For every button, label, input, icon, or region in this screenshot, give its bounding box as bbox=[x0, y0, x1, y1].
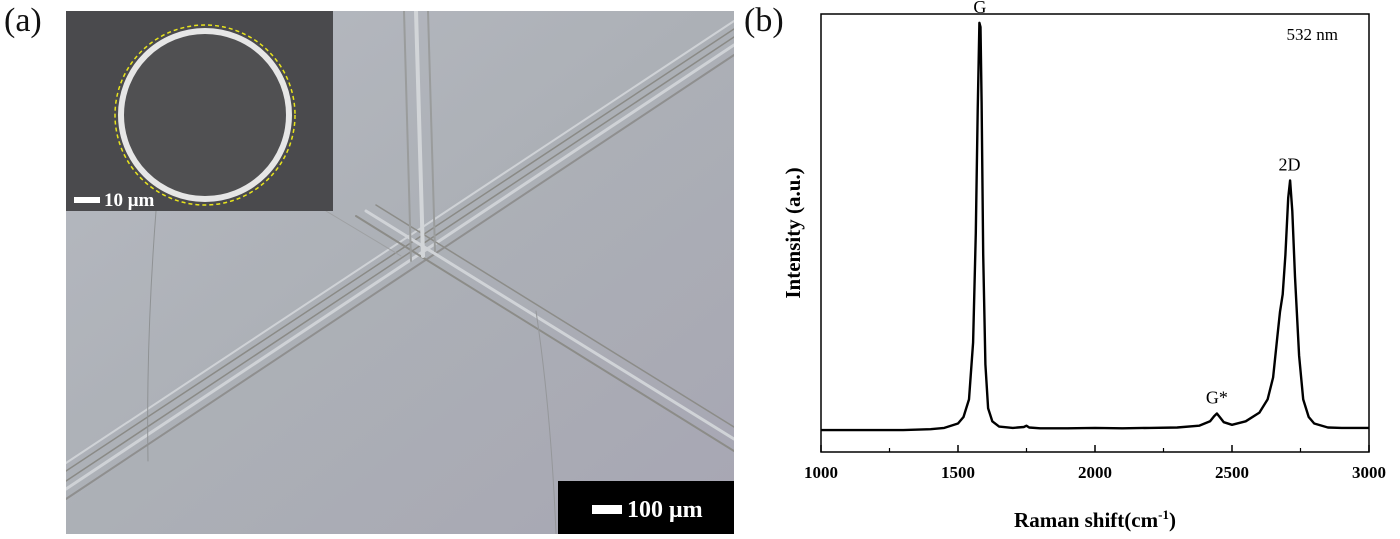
x-axis-label: Raman shift(cm-1) bbox=[1014, 507, 1176, 532]
peak-label-gstar: G* bbox=[1206, 387, 1228, 407]
series-line-raman bbox=[821, 21, 1369, 432]
x-tick-label-1000: 1000 bbox=[804, 463, 838, 482]
y-axis-label: Intensity (a.u.) bbox=[781, 167, 805, 298]
micrograph-image: 10 μm 100 μm bbox=[66, 11, 734, 534]
x-tick-labels: 1000 1500 2000 2500 3000 bbox=[804, 463, 1386, 482]
inset-scale-bar-label: 10 μm bbox=[104, 190, 155, 211]
inset-fiber-circle bbox=[118, 28, 292, 202]
peak-label-2d: 2D bbox=[1279, 154, 1301, 174]
inset-highlight-circle bbox=[114, 24, 296, 206]
x-tick-label-3000: 3000 bbox=[1352, 463, 1386, 482]
scale-bar-label: 100 μm bbox=[627, 497, 703, 523]
scale-bar bbox=[592, 505, 622, 514]
scale-bar-box bbox=[558, 481, 734, 534]
peak-label-g: G bbox=[973, 0, 986, 17]
panel-label-b: (b) bbox=[744, 2, 784, 39]
panel-label-a: (a) bbox=[4, 2, 42, 39]
peak-labels: G G* 2D bbox=[973, 0, 1300, 407]
x-tick-label-2000: 2000 bbox=[1078, 463, 1112, 482]
fiber-lines bbox=[66, 11, 734, 534]
raman-chart: 1000 1500 2000 2500 3000 G G* 2D 532 nm Raman … bbox=[781, 0, 1386, 532]
annotation-wavelength: 532 nm bbox=[1287, 25, 1338, 44]
x-ticks bbox=[820, 445, 1370, 452]
x-tick-label-2500: 2500 bbox=[1215, 463, 1249, 482]
x-tick-label-1500: 1500 bbox=[941, 463, 975, 482]
inset-scale-bar bbox=[74, 197, 100, 203]
